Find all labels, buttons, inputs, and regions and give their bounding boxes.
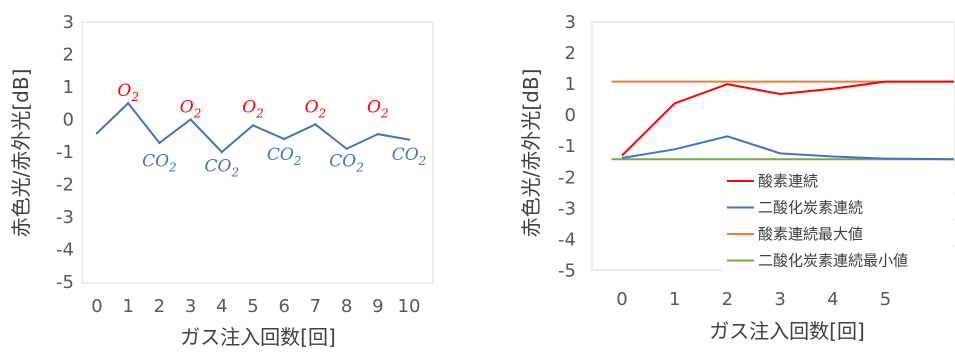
y-tick-label: 1 [63, 77, 74, 98]
chart-right-series [611, 80, 955, 161]
x-tick-label: 6 [278, 296, 289, 317]
legend-label: 酸素連続 [758, 172, 818, 190]
x-tick-label: 9 [372, 296, 383, 317]
data-point [345, 147, 348, 150]
oxygen-label: O2 [367, 97, 389, 120]
data-point [251, 124, 255, 127]
legend-item-background [722, 194, 955, 219]
co2-label: CO2 [329, 152, 364, 175]
y-tick-label: 3 [565, 12, 576, 33]
legend-item: 二酸化炭素連続最小値 [722, 247, 955, 272]
co2-label: CO2 [267, 145, 302, 168]
chart-right-y-axis-title: 赤色光/赤外光[dB] [519, 69, 543, 238]
co2-label: CO2 [392, 145, 427, 168]
data-point [220, 150, 223, 154]
oxygen-label: O2 [242, 97, 264, 120]
legend-item-background [722, 247, 955, 272]
x-tick-label: 5 [247, 296, 258, 317]
chart-left-x-tick-labels: 0 1 2 3 4 5 6 7 8 9 10 [91, 296, 420, 317]
y-tick-label: -4 [56, 240, 74, 261]
data-point [189, 118, 192, 121]
oxygen-label: O2 [180, 97, 202, 120]
chart-left-series [95, 101, 411, 154]
y-tick-label: -3 [56, 207, 74, 228]
x-tick-label: 10 [398, 296, 421, 317]
legend-item: 酸素連続 [722, 168, 955, 192]
y-tick-label: 0 [565, 105, 576, 126]
chart-left-plot-area [81, 21, 434, 284]
legend-item-background [722, 221, 955, 245]
data-point [283, 137, 286, 141]
x-tick-label: 2 [154, 296, 165, 317]
chart-left-x-axis-title: ガス注入回数[回] [180, 325, 336, 349]
y-tick-label: -4 [558, 229, 576, 250]
legend-label: 酸素連続最大値 [758, 225, 863, 243]
x-tick-label: 5 [880, 289, 891, 310]
x-tick-label: 2 [722, 289, 733, 310]
x-tick-label: 1 [669, 289, 680, 310]
y-tick-label: 0 [63, 110, 74, 131]
series-line [621, 135, 955, 161]
legend-item-background [722, 168, 955, 192]
y-tick-label: -5 [558, 260, 576, 281]
x-tick-label: 1 [122, 296, 133, 317]
data-point [407, 138, 411, 141]
y-tick-label: 3 [63, 12, 74, 33]
legend-label: 二酸化炭素連続 [758, 199, 863, 217]
y-tick-label: -5 [56, 272, 74, 293]
chart-left-annotations: O2 O2 O2 O2 O2 CO2 CO2 CO2 CO2 CO2 [117, 81, 426, 179]
co2-label: CO2 [142, 152, 177, 175]
x-tick-label: 3 [185, 296, 196, 317]
y-tick-label: 2 [63, 45, 74, 66]
legend-item: 二酸化炭素連続 [722, 194, 955, 219]
chart-right-x-axis-title: ガス注入回数[回] [709, 319, 865, 343]
chart-right: 3 2 1 0 -1 -2 -3 -4 -5 0 1 2 3 4 5 酸素連続二酸化炭素連続酸素連続最大値… [519, 12, 955, 343]
data-point [127, 102, 130, 105]
x-tick-label: 4 [216, 296, 227, 317]
oxygen-label: O2 [305, 97, 327, 120]
y-tick-label: -2 [558, 167, 576, 188]
x-tick-label: 8 [341, 296, 352, 317]
x-tick-label: 4 [827, 289, 838, 310]
y-tick-label: -1 [56, 142, 74, 163]
legend-label: 二酸化炭素連続最小値 [758, 252, 908, 270]
x-tick-label: 3 [774, 289, 785, 310]
oxygen-label: O2 [117, 81, 139, 104]
x-tick-label: 0 [91, 296, 102, 317]
data-point [95, 131, 99, 135]
y-tick-label: 2 [565, 43, 576, 64]
data-point [314, 123, 317, 126]
y-tick-label: -2 [56, 175, 74, 196]
chart-right-x-tick-labels: 0 1 2 3 4 5 [616, 289, 891, 310]
y-tick-label: -1 [558, 136, 576, 157]
chart-right-y-tick-labels: 3 2 1 0 -1 -2 -3 -4 -5 [558, 12, 576, 281]
y-tick-label: -3 [558, 198, 576, 219]
x-tick-label: 0 [616, 289, 627, 310]
chart-left-y-axis-title: 赤色光/赤外光[dB] [9, 69, 33, 238]
y-tick-label: 1 [565, 74, 576, 95]
x-tick-label: 7 [310, 296, 321, 317]
chart-left-y-tick-labels: 3 2 1 0 -1 -2 -3 -4 -5 [56, 12, 74, 293]
series-line [621, 80, 955, 157]
co2-label: CO2 [205, 157, 240, 180]
data-point [158, 141, 161, 145]
legend-item: 酸素連続最大値 [722, 221, 955, 245]
data-point [376, 132, 379, 136]
